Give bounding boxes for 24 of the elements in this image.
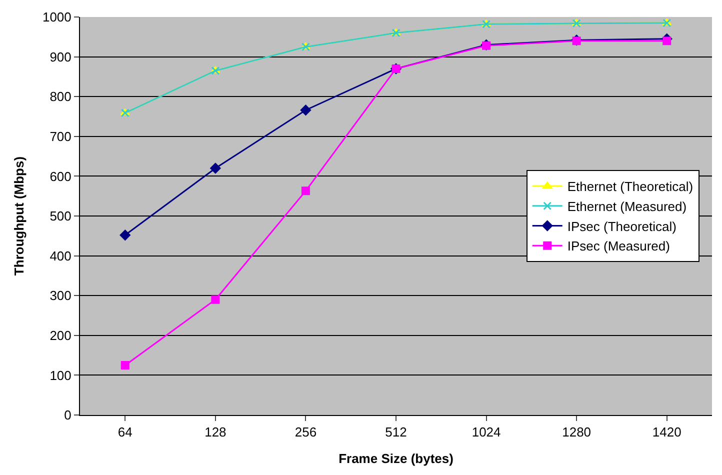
x-tick-label: 512 [385,424,407,440]
y-tick-label: 900 [50,49,72,64]
x-tick-label: 128 [204,424,226,440]
x-tick-label: 1420 [652,424,682,440]
y-tick-label: 100 [50,368,72,383]
y-tick-label: 300 [50,288,72,304]
legend-label: IPsec (Theoretical) [567,218,676,234]
y-tick-label: 200 [50,328,72,343]
y-tick-label: 700 [50,128,72,144]
x-tick-label: 1024 [472,424,501,440]
y-tick-label: 500 [50,208,72,224]
y-tick-label: 800 [50,89,72,104]
y-tick-label: 400 [50,248,72,264]
y-tick-label: 1000 [42,10,72,25]
y-tick-label: 0 [64,408,72,423]
x-tick-label: 1280 [562,424,592,440]
x-tick-label: 64 [118,424,132,440]
y-tick-label: 600 [50,168,72,184]
y-axis-title: Throughput (Mbps) [11,156,26,276]
legend-label: Ethernet (Measured) [567,198,687,214]
legend-label: IPsec (Measured) [567,238,670,254]
x-axis-title: Frame Size (bytes) [338,451,454,466]
x-tick-label: 256 [294,424,317,440]
legend-label: Ethernet (Theoretical) [567,179,694,194]
